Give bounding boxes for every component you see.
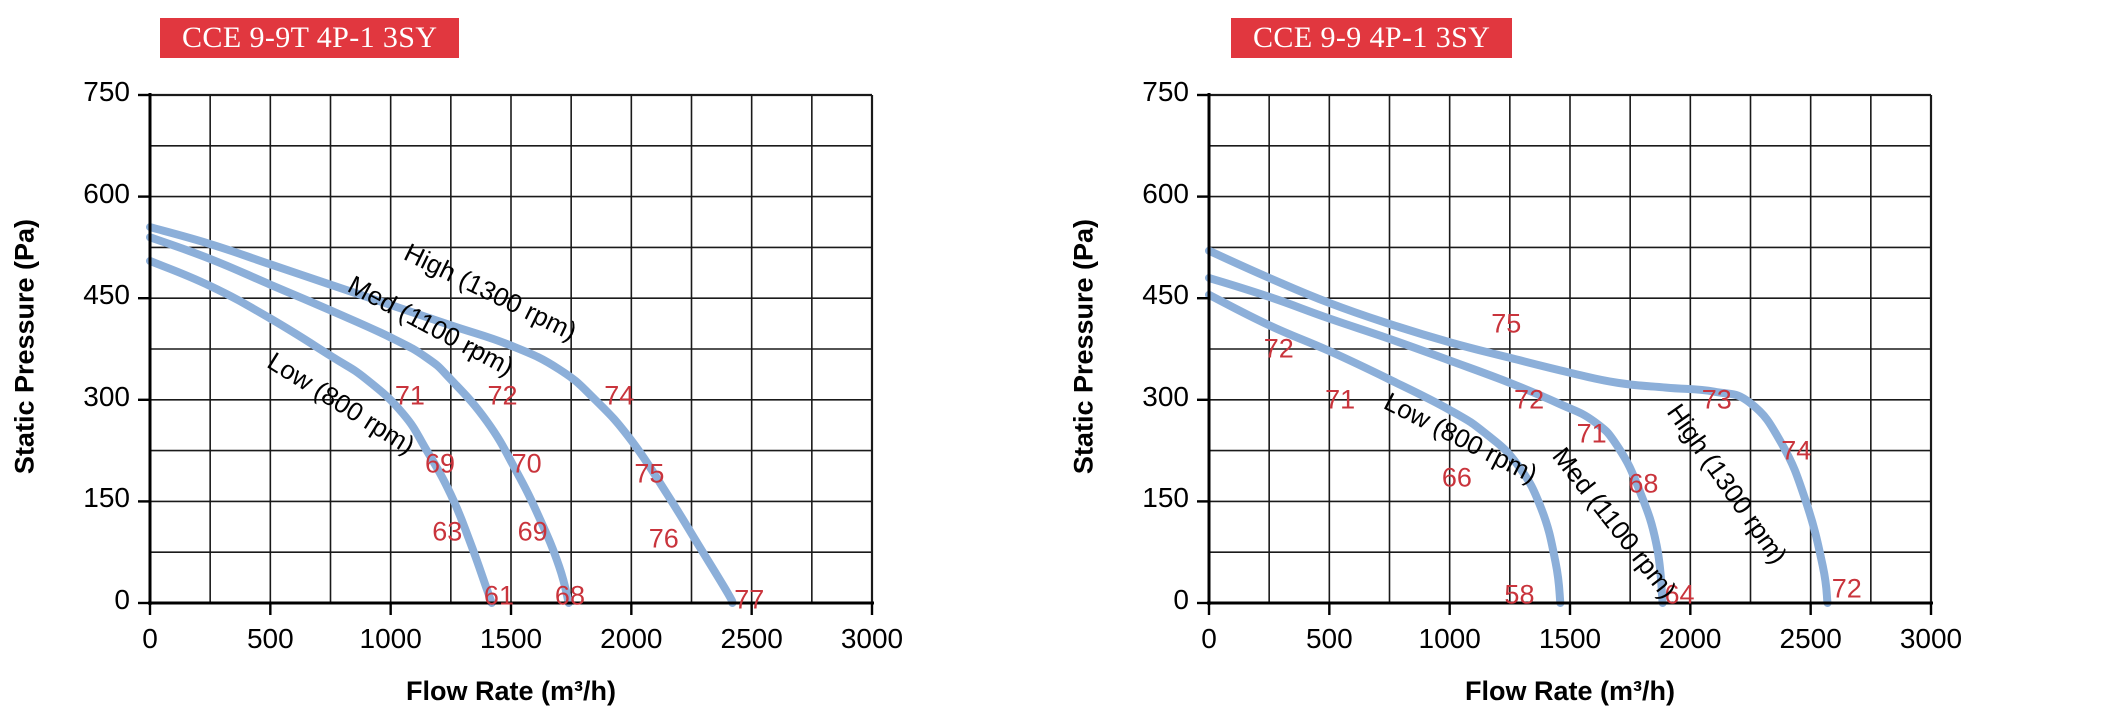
x-axis-label-left: Flow Rate (m³/h) <box>406 676 616 706</box>
noise-level-label: 76 <box>648 523 679 554</box>
chart-title-right: CCE 9-9 4P-1 3SY <box>1253 21 1491 54</box>
noise-level-label: 72 <box>1831 573 1862 604</box>
plot-area-right <box>1197 93 1933 615</box>
curve-0 <box>146 256 496 607</box>
noise-level-label: 69 <box>517 516 548 547</box>
noise-level-label: 61 <box>483 580 514 611</box>
noise-level-label: 69 <box>424 448 456 479</box>
y-tick-label: 300 <box>1142 380 1189 412</box>
noise-level-label: 63 <box>432 516 463 547</box>
y-tick-label: 750 <box>1142 76 1189 107</box>
x-tick-label: 1000 <box>1418 623 1481 654</box>
noise-level-label: 72 <box>1263 333 1294 364</box>
y-tick-label: 150 <box>1142 482 1189 514</box>
curve-1 <box>1205 273 1667 607</box>
plot-area-left <box>138 93 874 615</box>
chart-right: CCE 9-9 4P-1 3SY Static Pressure (Pa) Fl… <box>1059 0 2118 719</box>
x-tick-label: 3000 <box>840 623 904 654</box>
chart-title-left: CCE 9-9T 4P-1 3SY <box>182 21 438 54</box>
chart-panel-right: CCE 9-9 4P-1 3SY Static Pressure (Pa) Fl… <box>1059 0 2118 719</box>
noise-level-label: 77 <box>734 584 765 615</box>
x-tick-label: 500 <box>1305 623 1353 654</box>
chart-panel-left: CCE 9-9T 4P-1 3SY Static Pressure (Pa) F… <box>0 0 1059 719</box>
noise-level-label: 74 <box>604 380 635 411</box>
chart-left: CCE 9-9T 4P-1 3SY Static Pressure (Pa) F… <box>0 0 1059 719</box>
noise-level-label: 66 <box>1441 462 1472 493</box>
noise-level-label: 72 <box>487 380 518 411</box>
noise-level-label: 70 <box>511 448 542 479</box>
x-tick-label: 2000 <box>600 623 663 654</box>
x-tick-label: 1500 <box>479 623 543 654</box>
y-tick-label: 0 <box>114 584 130 615</box>
x-axis-label-right: Flow Rate (m³/h) <box>1465 676 1675 706</box>
noise-level-label: 73 <box>1701 384 1732 415</box>
noise-level-label: 72 <box>1514 384 1545 415</box>
curve-1 <box>146 233 573 607</box>
x-tick-label: 1500 <box>1538 623 1602 654</box>
noise-level-label: 68 <box>554 580 585 611</box>
y-tick-label: 0 <box>1173 584 1189 615</box>
y-tick-label: 600 <box>1142 177 1189 209</box>
curve-2 <box>1205 246 1832 607</box>
x-tick-label: 2000 <box>1659 623 1722 654</box>
y-tick-label: 600 <box>83 177 130 209</box>
x-tick-label: 1000 <box>359 623 422 654</box>
noise-level-label: 74 <box>1781 435 1812 466</box>
noise-level-label: 75 <box>634 458 665 489</box>
y-tick-label: 150 <box>83 482 130 514</box>
noise-level-label: 71 <box>1576 418 1607 449</box>
noise-level-label: 68 <box>1628 468 1659 499</box>
noise-level-label: 58 <box>1504 579 1535 610</box>
noise-level-label: 64 <box>1664 579 1695 610</box>
chart-title-banner-left: CCE 9-9T 4P-1 3SY <box>160 18 460 58</box>
y-tick-label: 450 <box>1142 279 1189 311</box>
curve-0 <box>1205 290 1565 607</box>
x-tick-label: 2500 <box>1779 623 1842 654</box>
y-tick-label: 450 <box>83 279 130 311</box>
y-tick-label: 300 <box>83 380 130 412</box>
noise-level-label: 71 <box>1325 384 1356 415</box>
noise-level-label: 71 <box>394 380 425 411</box>
y-tick-label: 750 <box>83 76 130 107</box>
curve-2 <box>146 223 737 607</box>
x-tick-label: 0 <box>142 623 158 654</box>
x-tick-label: 3000 <box>1899 623 1963 654</box>
chart-title-banner-right: CCE 9-9 4P-1 3SY <box>1231 18 1513 58</box>
x-tick-label: 0 <box>1201 623 1217 654</box>
x-tick-label: 500 <box>246 623 294 654</box>
x-tick-label: 2500 <box>720 623 783 654</box>
noise-level-label: 75 <box>1491 308 1522 339</box>
